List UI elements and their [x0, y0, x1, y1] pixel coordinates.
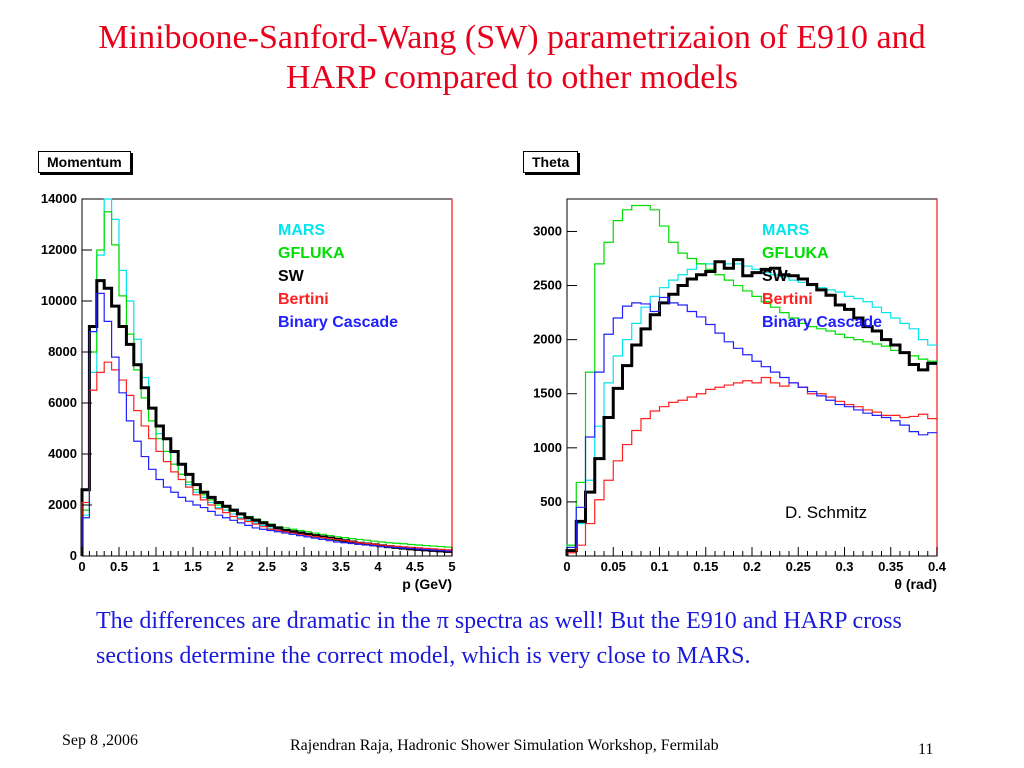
x-tick-label: 4.5	[406, 559, 424, 574]
chart-annotation: D. Schmitz	[785, 503, 867, 522]
series-line-gfluka	[566, 204, 937, 556]
series-line-mars	[566, 261, 937, 556]
legend-entry-gfluka: GFLUKA	[762, 245, 829, 262]
slide-title-line2: HARP compared to other models	[286, 59, 738, 96]
legend-entry-sw: SW	[278, 268, 305, 285]
legend-entry-sw: SW	[762, 268, 789, 285]
x-tick-label: 0.15	[693, 559, 718, 574]
y-tick-label: 12000	[41, 242, 77, 257]
y-tick-label: 0	[70, 548, 77, 563]
x-tick-label: 0.05	[601, 559, 626, 574]
x-axis-label: θ (rad)	[894, 576, 937, 592]
x-tick-label: 0.5	[110, 559, 128, 574]
x-tick-label: 0.35	[878, 559, 903, 574]
legend-entry-bertini: Bertini	[762, 291, 813, 308]
plot-frame	[81, 198, 453, 557]
x-tick-label: 3	[300, 559, 307, 574]
x-tick-label: 2	[226, 559, 233, 574]
series-line-bertini	[566, 376, 937, 556]
y-tick-label: 2500	[533, 278, 562, 293]
x-axis-label: p (GeV)	[402, 576, 452, 592]
series-line-sw	[565, 258, 937, 556]
momentum-hist-title: Momentum	[38, 151, 131, 173]
y-tick-label: 3000	[533, 223, 562, 238]
x-tick-label: 2.5	[258, 559, 276, 574]
legend-entry-binary-cascade: Binary Cascade	[278, 314, 398, 331]
footer-date: Sep 8 ,2006	[62, 732, 138, 749]
y-tick-label: 4000	[48, 446, 77, 461]
legend-entry-mars: MARS	[278, 222, 325, 239]
y-tick-label: 10000	[41, 293, 77, 308]
y-tick-label: 14000	[41, 191, 77, 206]
series-line-binary-cascade	[81, 292, 452, 556]
y-tick-label: 1000	[533, 440, 562, 455]
legend-entry-mars: MARS	[762, 222, 809, 239]
slide-title: Miniboone-Sanford-Wang (SW) parametrizai…	[0, 18, 1024, 98]
y-tick-label: 500	[540, 494, 562, 509]
momentum-chart: 0 0.5 1 1.5 2 2.5 3 3.5 4 4.5 5 0 2000 4000 6000 8000 10…	[41, 191, 456, 592]
series-line-bertini	[81, 361, 452, 556]
x-tick-label: 0.4	[928, 559, 947, 574]
x-tick-label: 0.3	[835, 559, 853, 574]
theta-chart: 0 0.05 0.1 0.15 0.2 0.25 0.3 0.35 0.4 500 1000 1500…	[533, 198, 947, 592]
slide-body-text: The differences are dramatic in the π sp…	[96, 608, 902, 669]
x-tick-label: 0	[563, 559, 570, 574]
y-tick-label: 6000	[48, 395, 77, 410]
page-number: 11	[918, 741, 934, 758]
theta-hist-title: Theta	[523, 151, 579, 173]
slide-title-line1: Miniboone-Sanford-Wang (SW) parametrizai…	[98, 19, 926, 56]
plot-frame	[566, 198, 938, 557]
y-tick-label: 2000	[533, 332, 562, 347]
legend-entry-bertini: Bertini	[278, 291, 329, 308]
legend-entry-binary-cascade: Binary Cascade	[762, 314, 882, 331]
series-line-binary-cascade	[566, 296, 937, 556]
legend-entry-gfluka: GFLUKA	[278, 245, 345, 262]
y-tick-label: 8000	[48, 344, 77, 359]
y-tick-label: 2000	[48, 497, 77, 512]
x-tick-label: 0.25	[786, 559, 811, 574]
x-tick-label: 0	[78, 559, 85, 574]
x-tick-label: 5	[448, 559, 455, 574]
x-tick-label: 0.1	[650, 559, 668, 574]
x-tick-label: 3.5	[332, 559, 350, 574]
x-tick-label: 1	[152, 559, 159, 574]
y-tick-label: 1500	[533, 386, 562, 401]
x-tick-label: 4	[374, 559, 382, 574]
x-tick-label: 1.5	[184, 559, 202, 574]
x-tick-label: 0.2	[743, 559, 761, 574]
footer-presenter: Rajendran Raja, Hadronic Shower Simulati…	[290, 737, 719, 754]
